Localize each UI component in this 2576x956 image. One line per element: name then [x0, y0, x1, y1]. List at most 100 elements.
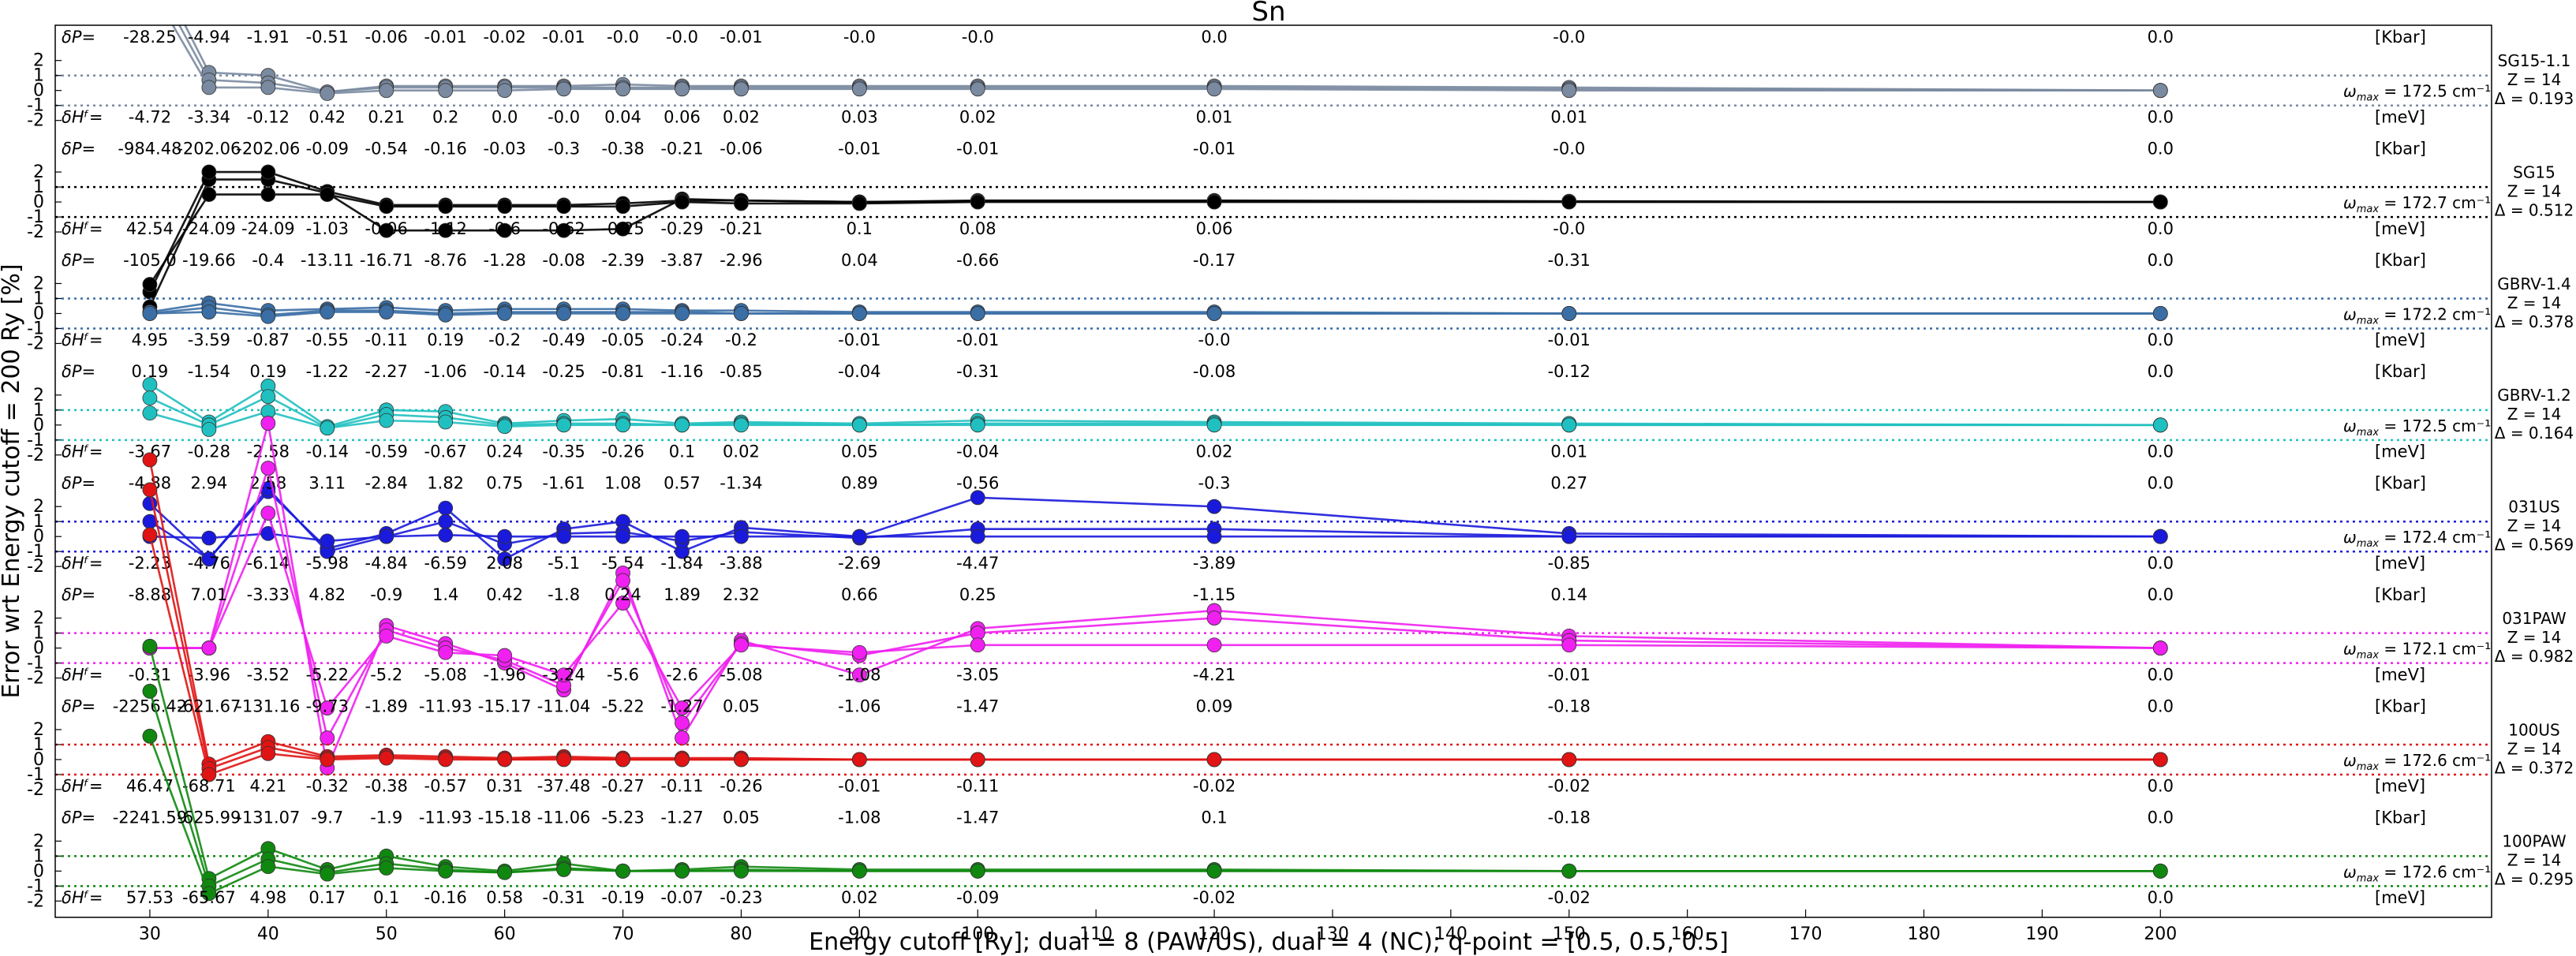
omega-symbol: ω [2343, 304, 2357, 323]
omega-symbol: ω [2343, 640, 2357, 659]
data-point [615, 417, 630, 433]
band-series-group [142, 377, 2168, 437]
dp-value-label: 2.32 [723, 585, 760, 604]
data-point [1206, 863, 1222, 879]
band-y-tick-label: -2 [27, 334, 44, 353]
data-point [970, 417, 985, 433]
dh-symbol: δHᶠ= [62, 330, 103, 349]
band-y-tick-label: 1 [33, 401, 44, 420]
data-point [260, 308, 276, 324]
x-tick-label: 60 [494, 924, 516, 944]
data-point [201, 422, 217, 437]
band-031paw: 210-1-2δP= -8.88 7.01 -3.33 4.82 -0.9 1.4 0.42-… [27, 416, 2574, 775]
data-point [142, 306, 158, 321]
data-point [438, 527, 454, 543]
dh-value-label: -1.12 [424, 219, 467, 238]
omega-symbol: ω [2343, 416, 2357, 435]
dp-value-label: -9.73 [306, 696, 349, 715]
dh-value-label: 0.02 [959, 107, 996, 126]
dh-symbol: δHᶠ= [62, 443, 103, 461]
dp-value-label: 0.05 [723, 696, 760, 715]
band-y-tick-label: 2 [33, 386, 44, 405]
data-point [1206, 752, 1222, 767]
dh-value-label: -0.38 [365, 777, 408, 796]
dh-value-label: -0.23 [720, 888, 762, 907]
x-tick-label: 50 [376, 924, 398, 944]
dp-value-label: 0.0 [2148, 696, 2174, 715]
x-tick-label: 80 [730, 924, 752, 944]
dp-value-label: 4.82 [308, 585, 346, 604]
dh-value-label: -0.01 [1548, 330, 1591, 349]
series-line [149, 410, 2161, 431]
data-point [734, 752, 749, 767]
dh-value-label: -0.31 [129, 665, 171, 684]
data-point [615, 863, 630, 879]
dp-value-label: -0.4 [252, 251, 284, 270]
data-point [734, 417, 749, 433]
dh-value-label: 0.21 [368, 107, 405, 126]
dh-value-label: -5.08 [720, 665, 762, 684]
dp-value-label: -0.01 [1193, 139, 1236, 158]
band-sg15: 210-1-2δP= -984.48-202.06-202.06 -0.09 -0.5… [27, 139, 2574, 315]
band-y-tick-label: 2 [33, 274, 44, 293]
dp-value-label: 0.27 [1550, 474, 1587, 493]
data-point [260, 506, 276, 521]
dp-value-label: 0.0 [2148, 139, 2174, 158]
dh-value-label: -0.06 [365, 219, 408, 238]
delta-label: Δ = 0.193 [2495, 89, 2574, 108]
band-y-tick-label: 1 [33, 846, 44, 866]
band-gbrv-1-4: 210-1-2 δP= -105.0 -19.66 -0.4 -13.11 -16.71 -8… [27, 251, 2574, 354]
dp-value-label: -0.01 [424, 28, 467, 47]
data-point [438, 863, 454, 879]
data-point [615, 199, 630, 215]
data-point [320, 420, 335, 436]
pseudo-name-label: 031US [2508, 498, 2560, 517]
dp-value-label: 1.4 [432, 585, 458, 604]
data-point [260, 187, 276, 202]
dh-value-label: 0.05 [841, 443, 878, 461]
dp-value-label: -0.0 [962, 28, 994, 47]
dp-value-label: -105.0 [123, 251, 177, 270]
band-y-tick-label: 1 [33, 289, 44, 308]
data-point [2152, 752, 2168, 767]
omega-max-label: ωmax = 172.6 cm⁻¹ [2343, 751, 2491, 773]
data-point [497, 528, 513, 544]
data-point [201, 767, 217, 782]
dp-value-label: -0.08 [542, 251, 585, 270]
dh-value-label: -1.96 [483, 665, 525, 684]
dp-unit-label: [Kbar] [2375, 251, 2426, 270]
data-point [438, 414, 454, 430]
dh-value-label: -0.85 [1548, 554, 1591, 573]
dp-symbol: δP= [62, 808, 95, 827]
omega-subscript: max [2357, 761, 2380, 773]
data-point [379, 83, 394, 99]
dp-value-label: 0.89 [841, 474, 878, 493]
dp-value-label: -0.3 [548, 139, 580, 158]
series-line [149, 464, 2161, 741]
dp-value-label: -8.76 [424, 251, 467, 270]
dh-value-label: -2.58 [247, 443, 290, 461]
dp-value-label: -0.06 [365, 28, 408, 47]
dh-value-label: -3.59 [188, 330, 230, 349]
data-point [1561, 417, 1577, 433]
series-line [149, 510, 2161, 711]
dp-value-label: 0.25 [959, 585, 996, 604]
dp-value-label: -1.54 [188, 362, 230, 381]
x-tick-label: 160 [1671, 924, 1704, 944]
data-point [497, 306, 513, 321]
dp-unit-label: [Kbar] [2375, 362, 2426, 381]
data-point [1206, 306, 1222, 321]
omega-value: = 172.7 cm⁻¹ [2379, 193, 2491, 212]
x-tick-label: 30 [139, 924, 161, 944]
dh-value-label: -0.01 [838, 777, 880, 796]
data-point [615, 528, 630, 544]
band-y-tick-label: -2 [27, 222, 44, 242]
dp-value-label: 0.19 [249, 362, 286, 381]
dp-value-label: -0.16 [424, 139, 467, 158]
data-point [675, 81, 690, 97]
delta-label: Δ = 0.295 [2495, 870, 2574, 889]
band-y-tick-label: -1 [27, 654, 44, 674]
data-point [438, 222, 454, 238]
dh-symbol: δHᶠ= [62, 219, 103, 238]
data-point [320, 533, 335, 549]
